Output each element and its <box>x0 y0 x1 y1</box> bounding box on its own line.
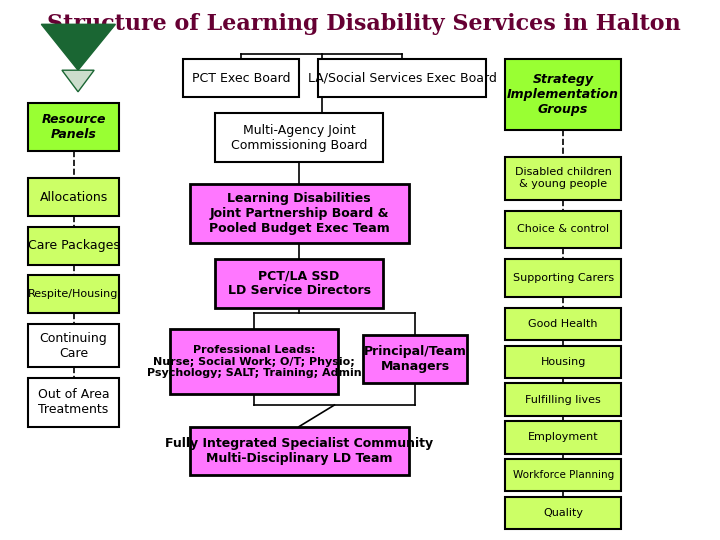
FancyBboxPatch shape <box>505 157 621 200</box>
Text: Resource
Panels: Resource Panels <box>41 113 106 141</box>
FancyBboxPatch shape <box>170 329 338 394</box>
FancyBboxPatch shape <box>29 178 119 216</box>
Text: Disabled children
& young people: Disabled children & young people <box>515 167 611 189</box>
FancyBboxPatch shape <box>183 59 299 97</box>
Text: Respite/Housing: Respite/Housing <box>28 289 119 299</box>
FancyBboxPatch shape <box>505 459 621 491</box>
FancyBboxPatch shape <box>505 346 621 378</box>
Text: Care Packages: Care Packages <box>27 239 120 252</box>
Polygon shape <box>41 24 115 70</box>
Text: Choice & control: Choice & control <box>517 225 609 234</box>
Text: Workforce Planning: Workforce Planning <box>513 470 613 480</box>
Text: Multi-Agency Joint
Commissioning Board: Multi-Agency Joint Commissioning Board <box>231 124 367 152</box>
FancyBboxPatch shape <box>29 103 119 151</box>
FancyBboxPatch shape <box>318 59 486 97</box>
Text: Quality: Quality <box>543 508 583 518</box>
Text: Learning Disabilities
Joint Partnership Board &
Pooled Budget Exec Team: Learning Disabilities Joint Partnership … <box>209 192 390 235</box>
Text: Structure of Learning Disability Services in Halton: Structure of Learning Disability Service… <box>47 14 680 35</box>
Text: Professional Leads:
Nurse; Social Work; O/T; Physio;
Psychology; SALT; Training;: Professional Leads: Nurse; Social Work; … <box>147 345 361 379</box>
FancyBboxPatch shape <box>505 383 621 416</box>
Text: Out of Area
Treatments: Out of Area Treatments <box>37 388 109 416</box>
FancyBboxPatch shape <box>29 275 119 313</box>
FancyBboxPatch shape <box>189 184 408 243</box>
Text: Allocations: Allocations <box>40 191 108 204</box>
Text: Employment: Employment <box>528 433 598 442</box>
FancyBboxPatch shape <box>29 324 119 367</box>
Text: Continuing
Care: Continuing Care <box>40 332 107 360</box>
FancyBboxPatch shape <box>505 308 621 340</box>
Text: PCT Exec Board: PCT Exec Board <box>192 72 290 85</box>
FancyBboxPatch shape <box>505 259 621 297</box>
Polygon shape <box>62 70 94 92</box>
FancyBboxPatch shape <box>364 335 467 383</box>
FancyBboxPatch shape <box>505 211 621 248</box>
Text: PCT/LA SSD
LD Service Directors: PCT/LA SSD LD Service Directors <box>228 269 371 298</box>
Text: Fulfilling lives: Fulfilling lives <box>526 395 601 404</box>
Text: Strategy
Implementation
Groups: Strategy Implementation Groups <box>507 73 619 116</box>
Text: Housing: Housing <box>541 357 586 367</box>
FancyBboxPatch shape <box>505 59 621 130</box>
FancyBboxPatch shape <box>215 113 383 162</box>
FancyBboxPatch shape <box>505 497 621 529</box>
FancyBboxPatch shape <box>505 421 621 454</box>
FancyBboxPatch shape <box>29 378 119 427</box>
Text: Good Health: Good Health <box>528 319 598 329</box>
FancyBboxPatch shape <box>215 259 383 308</box>
Text: Principal/Team
Managers: Principal/Team Managers <box>364 345 467 373</box>
FancyBboxPatch shape <box>29 227 119 265</box>
FancyBboxPatch shape <box>189 427 408 475</box>
Text: LA/Social Services Exec Board: LA/Social Services Exec Board <box>307 72 497 85</box>
Text: Supporting Carers: Supporting Carers <box>513 273 613 283</box>
Text: Fully Integrated Specialist Community
Multi-Disciplinary LD Team: Fully Integrated Specialist Community Mu… <box>165 437 433 465</box>
